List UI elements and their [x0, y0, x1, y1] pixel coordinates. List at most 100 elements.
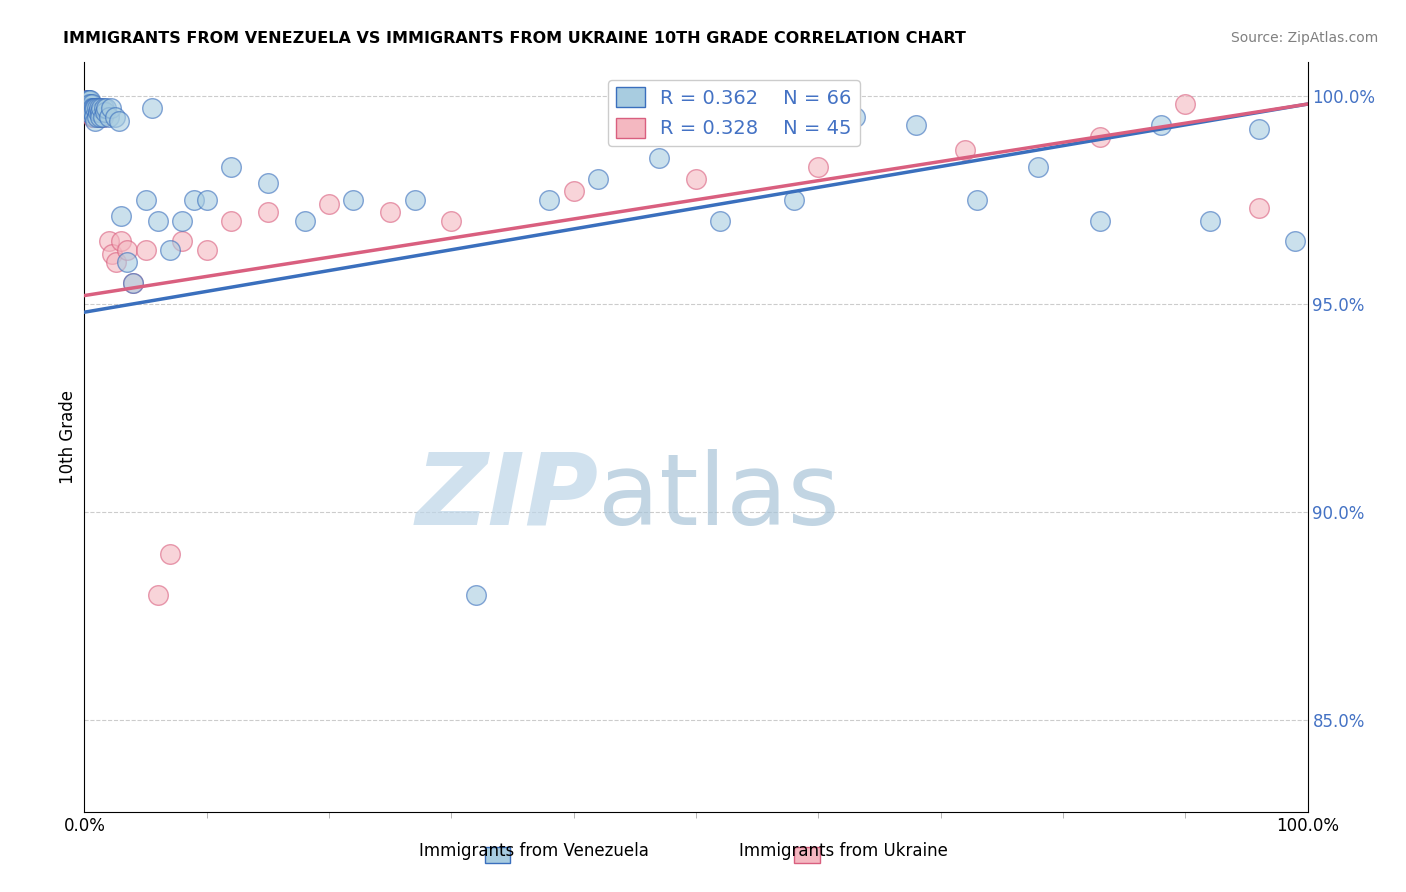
- Point: [77, 97, 100, 112]
- Text: atlas: atlas: [598, 449, 839, 546]
- Legend: R = 0.362    N = 66, R = 0.328    N = 45: R = 0.362 N = 66, R = 0.328 N = 45: [607, 79, 859, 146]
- Point: [1174, 97, 1197, 112]
- Point: [77, 101, 100, 115]
- Point: [77, 93, 100, 107]
- Point: [110, 235, 132, 249]
- Point: [80, 101, 103, 115]
- Point: [90, 105, 112, 120]
- Point: [404, 193, 426, 207]
- Point: [91, 110, 114, 124]
- Point: [93, 101, 115, 115]
- Text: Source: ZipAtlas.com: Source: ZipAtlas.com: [1230, 31, 1378, 45]
- Point: [257, 205, 280, 219]
- Point: [146, 588, 169, 602]
- Point: [86, 101, 108, 115]
- Point: [101, 247, 124, 261]
- Point: [195, 193, 218, 207]
- Point: [79, 97, 101, 112]
- Point: [80, 101, 103, 115]
- Point: [1247, 201, 1270, 215]
- Point: [648, 151, 671, 165]
- Point: [146, 213, 169, 227]
- Point: [94, 105, 117, 120]
- Point: [77, 97, 100, 112]
- Point: [76, 93, 98, 107]
- Point: [97, 110, 120, 124]
- Point: [83, 105, 105, 120]
- Point: [464, 588, 486, 602]
- Point: [96, 101, 118, 115]
- Point: [82, 105, 104, 120]
- Point: [219, 160, 242, 174]
- Point: [172, 235, 194, 249]
- Point: [77, 101, 100, 115]
- Point: [440, 213, 463, 227]
- Text: Immigrants from Venezuela: Immigrants from Venezuela: [419, 842, 650, 860]
- Point: [115, 243, 138, 257]
- Point: [905, 118, 928, 132]
- Point: [1284, 235, 1306, 249]
- Point: [1088, 213, 1111, 227]
- Point: [159, 243, 181, 257]
- Point: [84, 113, 107, 128]
- Point: [115, 255, 138, 269]
- Point: [77, 105, 100, 120]
- Point: [77, 101, 100, 115]
- Point: [195, 243, 218, 257]
- Point: [318, 197, 340, 211]
- Point: [77, 97, 100, 112]
- Y-axis label: 10th Grade: 10th Grade: [59, 390, 77, 484]
- Point: [79, 97, 101, 112]
- Point: [89, 105, 111, 120]
- Point: [183, 193, 205, 207]
- Point: [844, 110, 866, 124]
- Point: [79, 93, 101, 107]
- Point: [82, 110, 104, 124]
- Point: [82, 101, 104, 115]
- Point: [77, 93, 100, 107]
- Point: [107, 113, 129, 128]
- Point: [159, 547, 181, 561]
- Point: [110, 210, 132, 224]
- Point: [89, 110, 111, 124]
- Point: [83, 101, 105, 115]
- Text: ZIP: ZIP: [415, 449, 598, 546]
- Point: [538, 193, 561, 207]
- Point: [87, 101, 110, 115]
- Point: [257, 176, 280, 190]
- Point: [122, 276, 145, 290]
- Point: [342, 193, 364, 207]
- Point: [135, 193, 157, 207]
- Point: [122, 276, 145, 290]
- Point: [79, 105, 101, 120]
- Point: [90, 101, 112, 115]
- Point: [783, 193, 806, 207]
- Point: [80, 97, 103, 112]
- Point: [82, 101, 104, 115]
- Point: [80, 110, 103, 124]
- Point: [1150, 118, 1173, 132]
- Point: [562, 185, 585, 199]
- Point: [709, 213, 731, 227]
- Point: [86, 110, 108, 124]
- Point: [172, 213, 194, 227]
- Point: [91, 110, 114, 124]
- Point: [83, 110, 105, 124]
- Point: [135, 243, 157, 257]
- Point: [586, 172, 609, 186]
- Point: [1088, 130, 1111, 145]
- Point: [87, 101, 110, 115]
- Point: [104, 110, 127, 124]
- Point: [141, 101, 163, 115]
- Text: IMMIGRANTS FROM VENEZUELA VS IMMIGRANTS FROM UKRAINE 10TH GRADE CORRELATION CHAR: IMMIGRANTS FROM VENEZUELA VS IMMIGRANTS …: [63, 31, 966, 46]
- Point: [807, 160, 830, 174]
- Point: [77, 105, 100, 120]
- Point: [294, 213, 316, 227]
- Point: [1247, 122, 1270, 136]
- Point: [77, 101, 100, 115]
- Point: [77, 105, 100, 120]
- Point: [77, 101, 100, 115]
- Point: [1198, 213, 1220, 227]
- Point: [84, 105, 107, 120]
- Point: [79, 101, 101, 115]
